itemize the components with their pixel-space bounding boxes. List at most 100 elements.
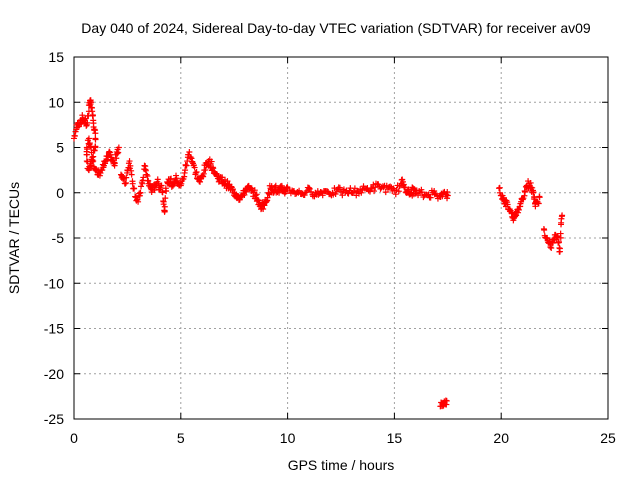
- data-point: [178, 180, 185, 187]
- data-point: [229, 186, 236, 193]
- data-point: [261, 202, 268, 209]
- data-point: [306, 185, 313, 192]
- data-point: [418, 189, 425, 196]
- data-point: [306, 184, 313, 191]
- data-point: [191, 164, 198, 171]
- data-point: [186, 149, 193, 156]
- data-point: [308, 188, 315, 195]
- data-point: [159, 189, 166, 196]
- data-point: [358, 189, 365, 196]
- data-point: [265, 190, 272, 197]
- data-point: [193, 168, 200, 175]
- data-point: [336, 184, 343, 191]
- data-point: [91, 126, 98, 133]
- y-tick-label: 0: [56, 185, 64, 201]
- x-tick-label: 5: [177, 430, 185, 446]
- data-point: [425, 191, 432, 198]
- data-point: [210, 165, 217, 172]
- y-tick-label: -25: [44, 411, 64, 427]
- data-point: [168, 175, 175, 182]
- data-point: [536, 194, 543, 201]
- data-point: [115, 144, 122, 151]
- data-point: [395, 188, 402, 195]
- data-point: [282, 188, 289, 195]
- data-point: [521, 188, 528, 195]
- data-point: [349, 189, 356, 196]
- data-point: [161, 203, 168, 210]
- data-point: [345, 190, 352, 197]
- grid-lines: [74, 57, 608, 419]
- data-point: [264, 194, 271, 201]
- axis-ticks: 0 5 10 15 20 25 15 10 5 0 -5 -10 -15 -20 -25: [44, 49, 616, 446]
- data-point: [113, 155, 120, 162]
- data-point: [202, 166, 209, 173]
- data-points: [71, 97, 566, 410]
- data-point: [557, 230, 564, 237]
- data-point: [88, 149, 95, 156]
- data-point: [143, 171, 150, 178]
- x-tick-label: 15: [387, 430, 403, 446]
- data-point: [89, 158, 96, 165]
- data-point: [131, 185, 138, 192]
- data-point: [88, 99, 95, 106]
- data-point: [369, 185, 376, 192]
- data-point: [192, 169, 199, 176]
- data-point: [496, 189, 503, 196]
- data-point: [122, 180, 129, 187]
- data-point: [189, 159, 196, 166]
- data-point: [87, 143, 94, 150]
- data-point: [83, 158, 90, 165]
- data-point: [253, 191, 260, 198]
- data-point: [84, 119, 91, 126]
- data-point: [444, 195, 451, 202]
- data-point: [84, 146, 91, 153]
- data-point: [111, 160, 118, 167]
- data-point: [350, 188, 357, 195]
- data-point: [541, 227, 548, 234]
- data-point: [89, 112, 96, 119]
- data-point: [188, 155, 195, 162]
- y-tick-label: -10: [44, 275, 64, 291]
- data-point: [372, 184, 379, 191]
- data-point: [90, 158, 97, 165]
- data-point: [92, 130, 99, 137]
- data-point: [296, 187, 303, 194]
- data-point: [555, 238, 562, 245]
- y-tick-label: 5: [56, 140, 64, 156]
- data-point: [371, 188, 378, 195]
- y-tick-label: 10: [48, 94, 64, 110]
- data-point: [496, 184, 503, 191]
- data-point: [548, 244, 555, 251]
- data-point: [128, 171, 135, 178]
- data-point: [382, 189, 389, 196]
- data-point: [107, 151, 114, 158]
- y-tick-label: -15: [44, 321, 64, 337]
- data-point: [200, 173, 207, 180]
- data-point: [154, 176, 161, 183]
- data-point: [252, 192, 259, 199]
- y-axis-label: SDTVAR / TECUs: [6, 182, 22, 294]
- data-point: [85, 166, 92, 173]
- data-point: [99, 166, 106, 173]
- data-point: [530, 189, 537, 196]
- x-tick-label: 10: [280, 430, 296, 446]
- x-tick-label: 0: [70, 430, 78, 446]
- data-point: [402, 184, 409, 191]
- data-point: [319, 192, 326, 199]
- data-point: [387, 183, 394, 190]
- data-point: [126, 158, 133, 165]
- y-tick-label: -20: [44, 366, 64, 382]
- data-point: [138, 183, 145, 190]
- data-point: [427, 194, 434, 201]
- data-point: [83, 151, 90, 158]
- data-point: [208, 158, 215, 165]
- data-point: [443, 397, 450, 404]
- data-point: [115, 149, 122, 156]
- data-point: [92, 166, 99, 173]
- chart-title: Day 040 of 2024, Sidereal Day-to-day VTE…: [81, 20, 591, 36]
- data-point: [532, 203, 539, 210]
- data-point: [88, 144, 95, 151]
- data-point: [71, 133, 78, 140]
- y-tick-label: -5: [52, 230, 65, 246]
